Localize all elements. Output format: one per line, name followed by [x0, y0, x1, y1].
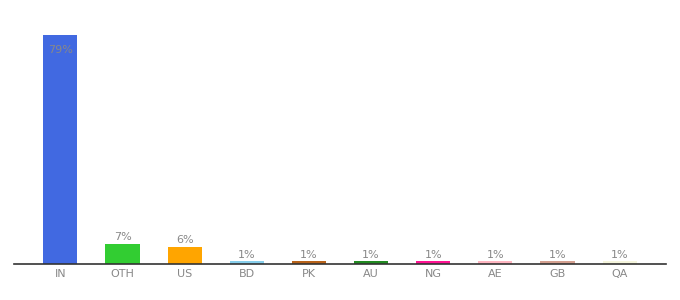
Bar — [354, 261, 388, 264]
Bar — [541, 261, 575, 264]
Bar — [292, 261, 326, 264]
Bar — [230, 261, 264, 264]
Bar — [416, 261, 450, 264]
Bar — [105, 244, 139, 264]
Text: 1%: 1% — [487, 250, 504, 260]
Text: 1%: 1% — [611, 250, 628, 260]
Bar — [478, 261, 513, 264]
Text: 1%: 1% — [300, 250, 318, 260]
Text: 1%: 1% — [362, 250, 380, 260]
Text: 6%: 6% — [176, 235, 193, 245]
Text: 1%: 1% — [238, 250, 256, 260]
Bar — [44, 35, 78, 264]
Text: 7%: 7% — [114, 232, 131, 242]
Bar — [602, 261, 636, 264]
Text: 79%: 79% — [48, 45, 73, 55]
Bar — [167, 247, 202, 264]
Text: 1%: 1% — [549, 250, 566, 260]
Text: 1%: 1% — [424, 250, 442, 260]
